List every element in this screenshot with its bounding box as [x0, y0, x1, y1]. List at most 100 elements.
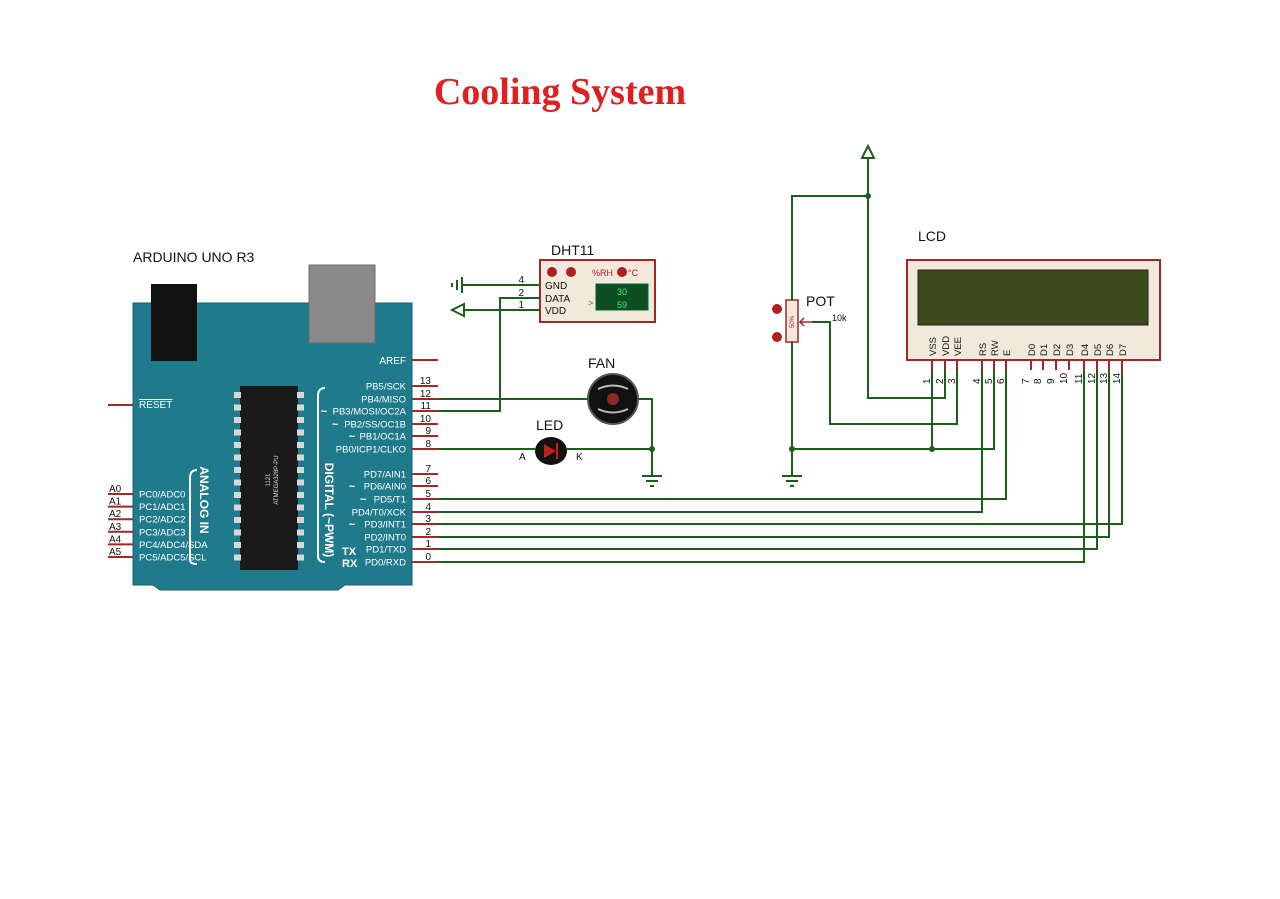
- lcd-pin-number: 3: [947, 378, 958, 384]
- lcd-pin-label: D5: [1093, 344, 1104, 356]
- lcd-pin-number: 4: [972, 378, 983, 384]
- digital-pin-label: PB3/MOSI/OC2A: [333, 407, 407, 418]
- wire-dht-data: [438, 297, 540, 412]
- analog-pin-number: A4: [109, 534, 122, 545]
- lcd-pin-label: D6: [1105, 344, 1116, 356]
- lcd-pin-label: D1: [1039, 344, 1050, 356]
- chip-pin: [234, 529, 241, 536]
- digital-pin-label: PD4/T0/XCK: [352, 508, 407, 519]
- led-indicator: LED A K: [519, 417, 583, 465]
- pot-down-button[interactable]: [772, 332, 782, 342]
- chip-pin: [297, 467, 304, 473]
- dht11-pin-label: VDD: [545, 306, 566, 317]
- pwm-tilde: ~: [349, 431, 356, 443]
- chip-pin: [297, 417, 304, 423]
- led-label: LED: [536, 417, 563, 433]
- lcd-pin-number: 8: [1033, 378, 1044, 384]
- chip-pins: [234, 392, 304, 561]
- ground-fan: [642, 475, 662, 487]
- pwm-tilde: ~: [349, 519, 356, 531]
- dht11-display: [595, 283, 649, 311]
- chip-pin: [297, 517, 304, 523]
- digital-pin-number: 9: [425, 426, 431, 437]
- lcd-pin-label: D7: [1118, 344, 1129, 356]
- chip-pin: [297, 542, 304, 548]
- reset-label: RESET: [139, 400, 172, 411]
- wire-pin0-d4: [438, 370, 1085, 563]
- digital-pin-label: PB0/ICP1/CLKO: [336, 445, 406, 456]
- chip-pin: [297, 492, 304, 498]
- lcd-pin-label: VEE: [953, 337, 964, 356]
- digital-pin-label: PB4/MISO: [361, 395, 406, 406]
- led-anode: A: [519, 452, 526, 463]
- lcd-pin-number: 9: [1046, 378, 1057, 384]
- digital-pin-number: 1: [425, 539, 431, 550]
- lcd-label: LCD: [918, 228, 946, 244]
- chip-pin: [297, 404, 304, 411]
- lcd-pin-label: VDD: [941, 336, 952, 356]
- chip-pin: [234, 417, 241, 423]
- lcd-pin-number: 13: [1099, 372, 1110, 384]
- chip-label: ATMEGA328P-PU: [274, 455, 280, 504]
- digital-pin-label: PB2/SS/OC1B: [344, 420, 406, 431]
- dht11-reading-bottom: 59: [617, 300, 627, 310]
- lcd-screen: [917, 269, 1149, 326]
- lcd-pin-number: 1: [922, 378, 933, 384]
- lcd-pin-number: 5: [984, 378, 995, 384]
- pwm-tilde: ~: [360, 494, 367, 506]
- fan-motor: FAN: [587, 355, 639, 425]
- wire-vee: [812, 321, 958, 425]
- digital-pin-number: 10: [420, 414, 432, 425]
- junction-vss: [929, 446, 935, 452]
- power-lcd-icon: [860, 143, 876, 159]
- dht11-pin-number: 2: [518, 288, 524, 299]
- lcd-pin-label: RS: [978, 343, 989, 356]
- power-jack: [151, 284, 197, 361]
- digital-pin-number: 12: [420, 389, 432, 400]
- digital-pin-number: 6: [425, 476, 431, 487]
- dht11-led-right: [566, 267, 576, 277]
- digital-pin-number: 7: [425, 464, 431, 475]
- digital-pin-number: 8: [425, 439, 431, 450]
- lcd-pin-label: E: [1002, 350, 1013, 356]
- analog-pin-number: A2: [109, 509, 122, 520]
- pot-up-button[interactable]: [772, 304, 782, 314]
- digital-pin-number: 4: [425, 502, 431, 513]
- junction-pot-gnd: [789, 446, 795, 452]
- lcd-pins: VSS 1 VDD 2 VEE 3 RS 4 RW 5 E 6 D0 7 D1 8 D2 9 D3 10 D4 11 D5 1…: [922, 336, 1129, 384]
- dht11-pin-label: DATA: [545, 294, 571, 305]
- lcd-pin-number: 11: [1074, 373, 1085, 384]
- digital-pin-label: PB1/OC1A: [360, 432, 407, 443]
- chip-pin: [297, 392, 304, 398]
- pot-wiper: [798, 317, 812, 327]
- chip-code: 1121: [266, 473, 272, 487]
- chip-pin: [297, 429, 304, 436]
- aref-label: AREF: [379, 356, 406, 367]
- analog-pin-number: A5: [109, 547, 122, 558]
- tx-label: TX: [342, 546, 357, 558]
- fan-blades: [597, 384, 629, 414]
- chip-pin: [297, 529, 304, 536]
- wire-pin5-e: [438, 370, 1007, 500]
- fan-hub: [607, 393, 619, 405]
- chip-pin: [234, 517, 241, 523]
- chip-pin: [297, 479, 304, 486]
- analog-pin-number: A1: [109, 497, 122, 508]
- lcd-pin-number: 6: [996, 378, 1007, 384]
- led-cathode: K: [576, 452, 583, 463]
- chip-pin: [234, 467, 241, 473]
- chip-pin: [297, 554, 304, 561]
- lcd-pin-label: D3: [1065, 344, 1076, 356]
- chip-pin: [234, 492, 241, 498]
- dht11-reading-top: 30: [617, 287, 627, 297]
- power-dht-icon: [449, 302, 465, 318]
- analog-pin-label: PC1/ADC1: [139, 502, 185, 513]
- pot-value: 10k: [832, 313, 847, 323]
- digital-pin-number: 11: [421, 401, 432, 412]
- pot-label: POT: [806, 293, 835, 309]
- analog-pin-number: A0: [109, 484, 122, 495]
- pwm-tilde: ~: [332, 419, 339, 431]
- junction-vdd: [865, 193, 871, 199]
- dht11-unit-c: °C: [628, 268, 639, 278]
